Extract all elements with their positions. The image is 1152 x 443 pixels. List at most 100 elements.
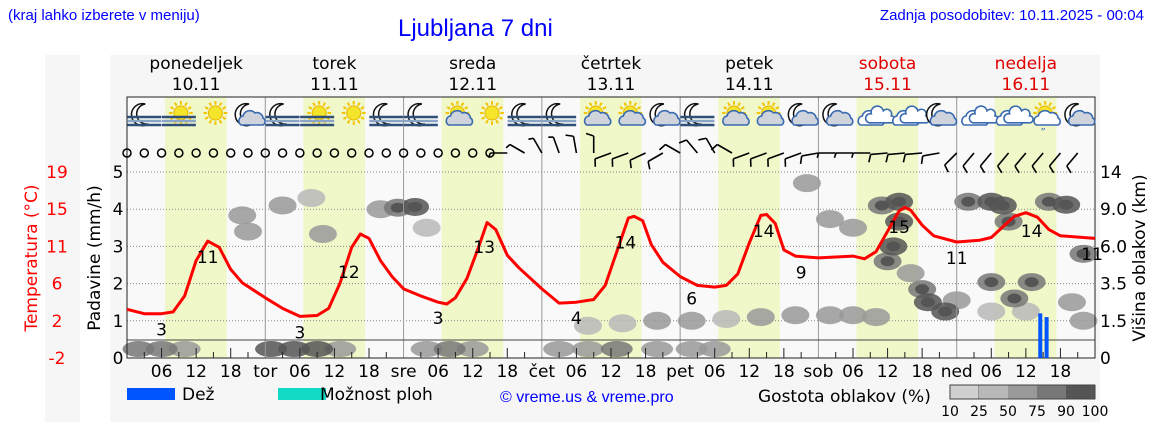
- cloud-shape: [722, 109, 750, 126]
- sun-ray: [619, 106, 624, 110]
- wind-barb-icon: [647, 152, 664, 170]
- wind-barb-icon: [611, 152, 629, 167]
- wind-barb-icon: [629, 152, 646, 169]
- cloud-blob-core: [984, 277, 999, 288]
- cloud-density-scale-frame: [949, 384, 1096, 400]
- sun-ray: [170, 106, 175, 110]
- barb-feather: [799, 155, 803, 164]
- sun-cloud-icon: [618, 101, 647, 126]
- barb-feather: [658, 143, 666, 151]
- sun-cloud-icon: [445, 101, 474, 126]
- precip-tick: 3: [113, 237, 124, 257]
- cloud-density-tick: 75: [1028, 404, 1046, 420]
- sun-ray: [360, 106, 365, 110]
- precip-tick: 2: [113, 275, 124, 295]
- barb-feather: [629, 160, 632, 169]
- hour-label: 06: [289, 362, 311, 382]
- cloud-density-swatch: [949, 384, 980, 400]
- cloud-height-tick: 6.0: [1100, 237, 1127, 257]
- barb-feather: [528, 137, 534, 141]
- wind-barb-icon: [678, 139, 699, 154]
- temperature-label: 9: [796, 264, 807, 284]
- cloud-blob: [255, 341, 288, 357]
- temperature-tick: -2: [49, 349, 66, 369]
- sun-ray: [204, 106, 209, 110]
- barb-staff: [716, 143, 733, 154]
- cloud-blob: [675, 341, 708, 357]
- hour-label: 12: [877, 362, 899, 382]
- cloud-blob: [781, 306, 810, 325]
- sun-ray: [204, 116, 209, 120]
- cloud-blob: [228, 206, 257, 225]
- day-name: torek: [312, 54, 356, 74]
- sun-ray: [495, 119, 499, 124]
- cloud-blob: [815, 210, 844, 229]
- temperature-label: 14: [1021, 222, 1043, 242]
- cloud-density-tick: 10: [941, 404, 959, 420]
- moon-cloud-icon: [787, 102, 819, 127]
- daylight-band: [579, 97, 642, 358]
- sun-ray: [1048, 102, 1052, 107]
- sun-ray: [218, 119, 223, 124]
- barb-feather: [920, 155, 924, 164]
- barb-feather: [1014, 165, 1020, 174]
- barb-staff: [1014, 152, 1027, 167]
- cloud-shape: [756, 109, 785, 126]
- cloud-blob-core: [1007, 293, 1022, 304]
- hour-label: 12: [185, 362, 207, 382]
- temperature-label: 11: [946, 249, 968, 269]
- hour-label: 06: [566, 362, 588, 382]
- cloud-density-layer: [122, 174, 1098, 357]
- barb-staff: [647, 152, 664, 163]
- moon-cloud-icon: [1064, 102, 1096, 127]
- sun-ray: [312, 102, 316, 107]
- wind-barb-icon: [833, 152, 853, 159]
- cloud-shape: [618, 109, 647, 126]
- sun-ray: [498, 106, 503, 110]
- barb-staff: [665, 143, 681, 154]
- cloud-shape: [791, 109, 819, 126]
- cloud-blob: [168, 341, 201, 357]
- temperature-tick: 11: [46, 237, 68, 257]
- calm-wind-icon: [139, 148, 150, 158]
- last-update: Zadnja posodobitev: 10.11.2025 - 00:04: [879, 7, 1144, 24]
- barb-feather: [943, 164, 950, 173]
- cloud-blob: [1069, 311, 1098, 330]
- wind-barb-icon: [996, 152, 1010, 174]
- barb-feather: [833, 152, 837, 159]
- cloud-blob: [268, 196, 297, 215]
- barb-feather: [647, 161, 651, 170]
- barb-feather: [1048, 165, 1055, 174]
- wind-barb-icon: [710, 143, 733, 154]
- precip-tick: 1: [113, 312, 124, 332]
- wind-barb-icon: [1031, 152, 1044, 174]
- cloud-blob-core: [1024, 277, 1039, 288]
- calm-wind-icon: [433, 148, 443, 158]
- copyright-link[interactable]: © vreme.us & vreme.pro: [500, 389, 674, 406]
- calm-wind-icon: [208, 148, 219, 158]
- temperature-tick: 2: [52, 312, 63, 332]
- cloud-shape: [1033, 109, 1061, 126]
- day-abbr-label: sob: [803, 362, 833, 382]
- barb-staff: [532, 137, 543, 154]
- day-name: petek: [725, 54, 773, 74]
- sun-ray: [187, 106, 192, 110]
- temperature-label: 11: [1081, 245, 1103, 265]
- sun-ray: [357, 102, 361, 107]
- sun-ray: [775, 106, 780, 110]
- sun-ray: [450, 102, 455, 107]
- moon-fog-icon: [127, 102, 162, 127]
- barb-staff: [612, 152, 629, 160]
- calm-wind-icon: [156, 148, 167, 158]
- day-date: 12.11: [448, 75, 497, 95]
- day-name: četrtek: [581, 54, 642, 74]
- moon-fog-icon: [680, 102, 715, 127]
- moon-cloud-icon: [234, 102, 266, 127]
- hour-label: 12: [324, 362, 346, 382]
- sun-cloud-icon: [756, 101, 785, 126]
- cloud-density-tick: 25: [970, 404, 988, 420]
- showers-legend-label: Možnost ploh: [320, 385, 433, 405]
- wind-barb-icon: [962, 152, 975, 174]
- wind-barb-icon: [1048, 152, 1062, 174]
